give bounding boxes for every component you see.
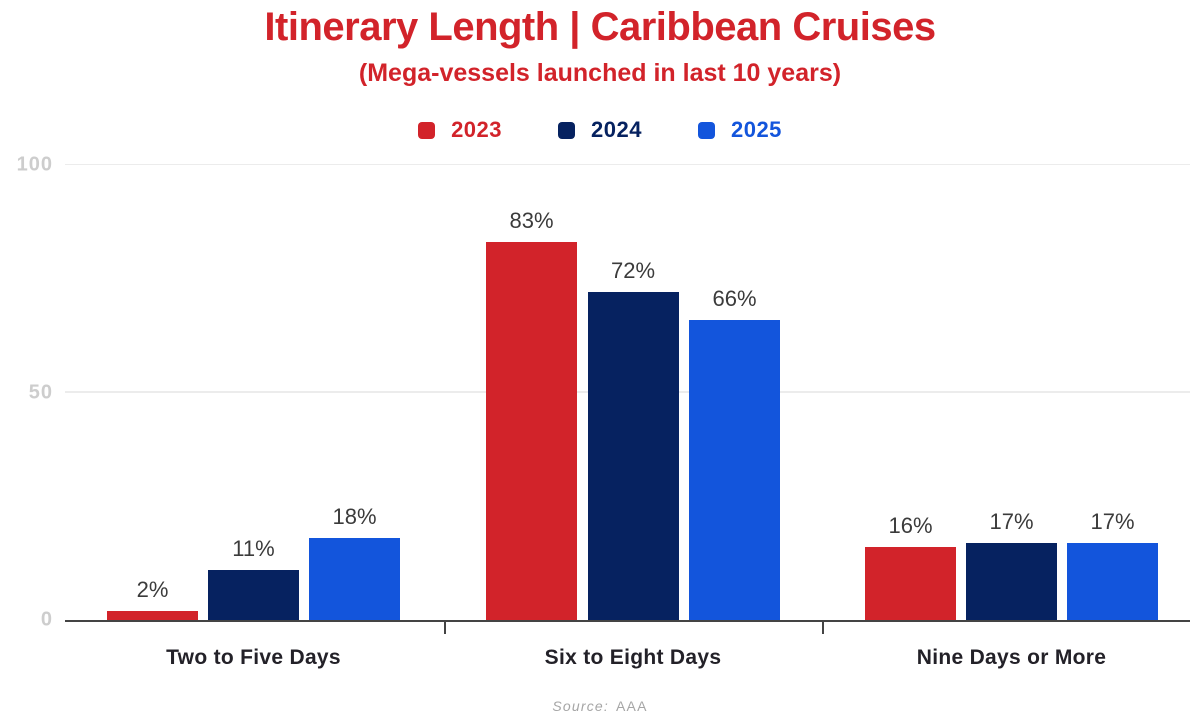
bar-value-label: 17% xyxy=(1090,508,1135,534)
bar-value-label: 2% xyxy=(136,576,169,602)
source-prefix: Source: xyxy=(552,698,610,714)
y-axis-tick-label: 100 xyxy=(16,153,53,176)
bar-value-label: 83% xyxy=(509,208,554,234)
x-axis-tick xyxy=(444,622,446,634)
gridline-100 xyxy=(65,163,1190,165)
category-label: Two to Five Days xyxy=(166,646,341,669)
legend-item-2024: 2024 xyxy=(558,117,642,143)
bar-2023 xyxy=(865,547,956,620)
bar-value-label: 17% xyxy=(989,508,1034,534)
bar-column: 17% xyxy=(1067,165,1158,620)
legend-item-2025: 2025 xyxy=(697,117,782,143)
chart-title: Itinerary Length | Caribbean Cruises xyxy=(264,5,936,49)
bar-2023 xyxy=(107,610,198,620)
bar-2024 xyxy=(966,542,1057,620)
bar-value-label: 16% xyxy=(888,513,933,539)
y-axis-tick-label: 0 xyxy=(40,608,53,631)
category-label: Nine Days or More xyxy=(916,646,1107,669)
plot-area: 0 50 100 2% 11% 18% 83% 72% 66% 16% 17% 17% xyxy=(17,154,1190,634)
legend: 2023 2024 2025 xyxy=(0,117,1200,143)
bar-column: 18% xyxy=(309,165,400,620)
bar-column: 66% xyxy=(689,165,780,620)
legend-swatch-icon xyxy=(697,121,715,139)
bar-column: 16% xyxy=(865,165,956,620)
bar-column: 17% xyxy=(966,165,1057,620)
source-note: Source: AAA xyxy=(0,698,1200,714)
bar-value-label: 18% xyxy=(332,504,377,530)
bar-column: 2% xyxy=(107,165,198,620)
category-labels-row: Two to Five Days Six to Eight Days Nine Da… xyxy=(0,646,1200,672)
bar-value-label: 72% xyxy=(610,258,656,284)
category-label: Six to Eight Days xyxy=(544,646,722,669)
bar-2025 xyxy=(1067,542,1158,620)
bar-2024 xyxy=(208,569,299,620)
bar-2024 xyxy=(587,292,679,620)
bar-group: 83% 72% 66% xyxy=(486,165,780,620)
bar-2025 xyxy=(309,538,400,620)
bar-value-label: 11% xyxy=(232,535,275,561)
bar-column: 11% xyxy=(208,165,299,620)
bar-column: 83% xyxy=(486,165,577,620)
y-axis-tick-label: 50 xyxy=(28,381,53,403)
legend-label: 2023 xyxy=(451,117,503,142)
legend-label: 2024 xyxy=(591,117,642,142)
legend-item-2023: 2023 xyxy=(418,117,502,143)
bar-2025 xyxy=(689,319,780,620)
legend-label: 2025 xyxy=(730,117,782,142)
legend-swatch-icon xyxy=(418,121,436,139)
bar-group: 2% 11% 18% xyxy=(107,165,400,620)
chart-subtitle: (Mega-vessels launched in last 10 years) xyxy=(358,59,842,87)
legend-swatch-icon xyxy=(558,121,576,139)
x-axis-tick xyxy=(822,622,824,634)
bar-group: 16% 17% 17% xyxy=(865,165,1158,620)
bar-value-label: 66% xyxy=(712,285,757,311)
bar-column: 72% xyxy=(587,165,679,620)
bar-2023 xyxy=(486,242,577,620)
source-value: AAA xyxy=(616,698,648,714)
